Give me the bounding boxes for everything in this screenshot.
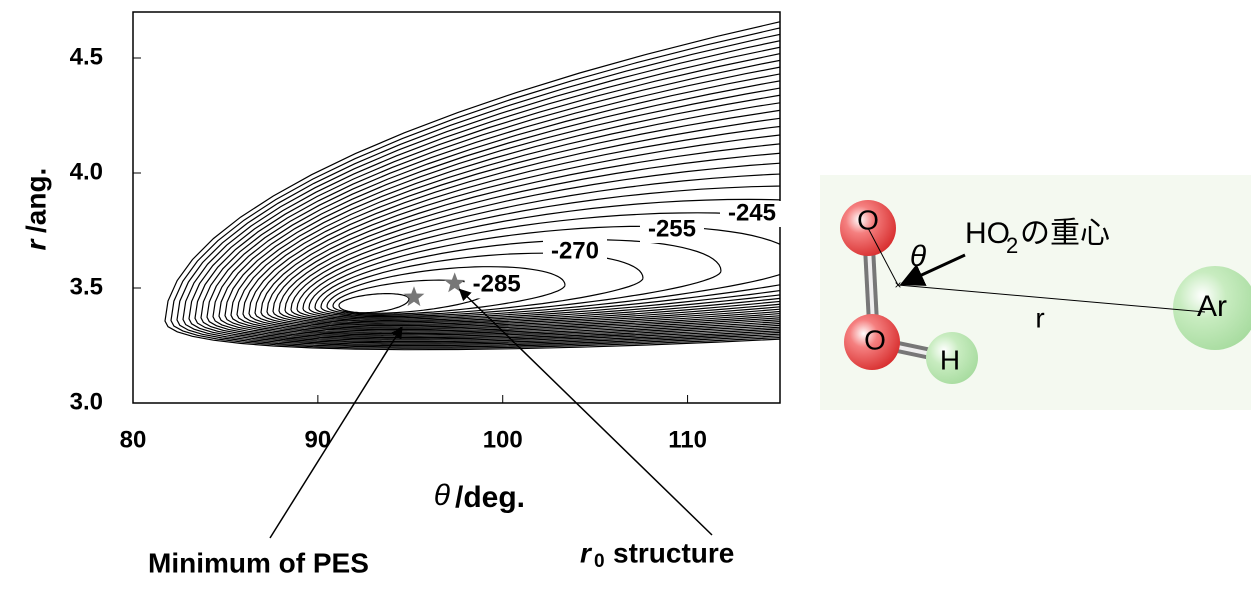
annotation-subscript: 0 bbox=[594, 551, 605, 572]
x-label-symbol: θ bbox=[434, 479, 451, 512]
center-mark: × bbox=[894, 278, 901, 292]
distance-label: r bbox=[1035, 302, 1044, 333]
molecule-diagram: × O O H Ar θ r HO 2 の重心 bbox=[820, 175, 1251, 410]
center-label: HO bbox=[965, 217, 1010, 250]
contour-label: -245 bbox=[728, 199, 776, 226]
atom-label: Ar bbox=[1197, 290, 1227, 323]
annotation-arrow bbox=[270, 327, 402, 538]
x-tick-label: 110 bbox=[668, 426, 707, 453]
center-label-suffix: の重心 bbox=[1020, 217, 1110, 250]
annotation-r0: structure bbox=[613, 537, 734, 568]
y-tick-label: 4.5 bbox=[70, 43, 103, 70]
x-label-unit: /deg. bbox=[455, 481, 525, 514]
x-tick-label: 100 bbox=[483, 426, 523, 453]
annotation-symbol: r bbox=[580, 537, 593, 568]
y-label-symbol: r bbox=[20, 237, 51, 250]
contour-label: -270 bbox=[551, 237, 599, 264]
star-point bbox=[444, 272, 465, 292]
x-tick-label: 90 bbox=[305, 426, 332, 453]
contour-line bbox=[339, 294, 409, 313]
atom-label: O bbox=[864, 324, 886, 355]
center-label-subscript: 2 bbox=[1006, 233, 1018, 258]
contour-label: -285 bbox=[473, 271, 521, 298]
y-label-unit: /ang. bbox=[20, 168, 51, 233]
atom-label: H bbox=[940, 344, 960, 375]
x-tick-label: 80 bbox=[120, 426, 147, 453]
y-tick-label: 3.0 bbox=[70, 388, 103, 415]
angle-label: θ bbox=[910, 240, 927, 273]
atom-label: O bbox=[857, 204, 879, 235]
y-tick-label: 4.0 bbox=[70, 158, 103, 185]
annotation-minimum: Minimum of PES bbox=[148, 547, 369, 578]
figure: θ /deg. r /ang. Minimum of PES r 0 struc… bbox=[0, 0, 1251, 585]
y-tick-label: 3.5 bbox=[70, 273, 103, 300]
contour-label: -255 bbox=[648, 215, 696, 242]
